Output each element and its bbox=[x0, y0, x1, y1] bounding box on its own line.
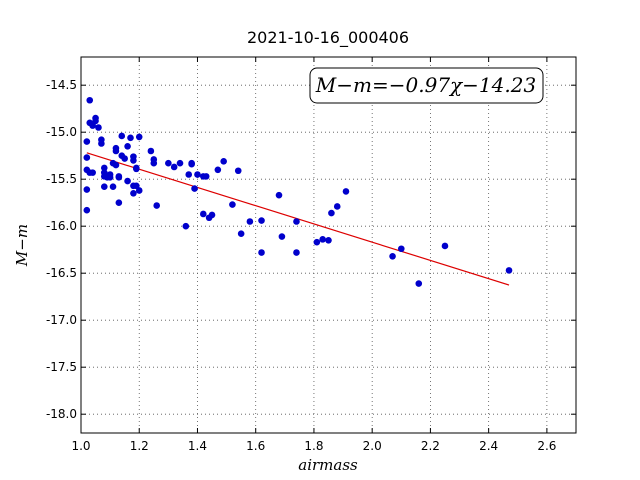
data-point bbox=[124, 143, 131, 150]
data-point bbox=[202, 173, 210, 180]
data-point bbox=[86, 119, 94, 127]
data-points bbox=[83, 96, 513, 287]
data-point bbox=[176, 159, 184, 167]
data-point bbox=[313, 238, 321, 246]
data-point bbox=[135, 187, 143, 194]
data-point bbox=[127, 134, 134, 142]
plot-frame bbox=[80, 56, 577, 434]
data-point bbox=[83, 138, 91, 145]
data-point bbox=[118, 152, 126, 159]
x-tick-label: 2.4 bbox=[479, 439, 498, 453]
data-point bbox=[170, 163, 178, 171]
data-point bbox=[278, 233, 286, 240]
y-tick-label: -17.0 bbox=[46, 313, 77, 327]
data-point bbox=[89, 169, 96, 176]
data-point bbox=[246, 218, 254, 225]
data-point bbox=[389, 252, 396, 260]
data-point bbox=[258, 217, 265, 224]
x-tick-label: 1.4 bbox=[188, 439, 207, 453]
data-point bbox=[106, 174, 114, 181]
data-point bbox=[135, 133, 143, 141]
equation-text: M−m=−0.97χ−14.23 bbox=[315, 73, 536, 97]
data-point bbox=[191, 185, 198, 192]
data-point bbox=[397, 245, 405, 253]
data-point bbox=[153, 202, 161, 209]
data-point bbox=[124, 177, 131, 185]
x-axis-ticks: 1.0 1.2 1.4 1.6 1.8 2.0 2.2 2.4 2.6 bbox=[71, 57, 556, 453]
data-point bbox=[112, 161, 120, 169]
data-point bbox=[415, 280, 423, 287]
data-point bbox=[237, 230, 245, 238]
data-point bbox=[150, 159, 158, 167]
data-point bbox=[234, 167, 242, 175]
data-point bbox=[115, 199, 123, 206]
data-point bbox=[182, 222, 190, 230]
data-point bbox=[118, 132, 126, 140]
data-point bbox=[293, 249, 300, 256]
data-point bbox=[293, 218, 300, 225]
x-tick-label: 1.2 bbox=[130, 439, 149, 453]
data-point bbox=[328, 209, 335, 217]
data-point bbox=[130, 190, 137, 197]
data-point bbox=[214, 166, 222, 174]
data-point bbox=[194, 171, 201, 178]
data-point bbox=[147, 147, 155, 155]
data-point bbox=[275, 191, 283, 199]
equation-box: M−m=−0.97χ−14.23 bbox=[309, 67, 544, 104]
y-axis-label: M−m bbox=[13, 224, 31, 267]
data-point bbox=[83, 186, 91, 193]
data-point bbox=[342, 188, 350, 195]
grid-lines bbox=[80, 57, 576, 433]
data-point bbox=[112, 147, 120, 155]
data-point bbox=[133, 165, 140, 173]
data-point bbox=[441, 242, 449, 250]
data-point bbox=[100, 164, 108, 172]
data-point bbox=[83, 154, 91, 161]
data-point bbox=[185, 171, 193, 178]
data-point bbox=[165, 159, 172, 167]
data-point bbox=[83, 166, 91, 174]
data-point bbox=[92, 114, 99, 122]
data-point bbox=[133, 182, 140, 190]
y-tick-label: -16.0 bbox=[46, 219, 77, 233]
data-point bbox=[109, 183, 117, 191]
x-tick-label: 1.8 bbox=[304, 439, 323, 453]
y-tick-label: -15.5 bbox=[46, 172, 77, 186]
y-tick-label: -15.0 bbox=[46, 125, 77, 139]
y-axis-ticks: -14.5 -15.0 -15.5 -16.0 -16.5 -17.0 -17.5 -18.0 bbox=[46, 78, 576, 421]
x-tick-label: 1.6 bbox=[246, 439, 265, 453]
data-point bbox=[333, 203, 341, 210]
data-point bbox=[220, 158, 227, 165]
data-point bbox=[208, 211, 216, 219]
y-tick-label: -18.0 bbox=[46, 407, 77, 421]
data-point bbox=[86, 96, 94, 104]
y-tick-label: -17.5 bbox=[46, 360, 77, 374]
x-tick-label: 2.2 bbox=[421, 439, 440, 453]
data-point bbox=[83, 206, 91, 214]
data-point bbox=[98, 140, 105, 147]
data-point bbox=[229, 201, 236, 208]
data-point bbox=[188, 159, 195, 167]
data-point bbox=[319, 236, 326, 243]
data-point bbox=[95, 124, 102, 131]
data-point bbox=[258, 249, 265, 256]
x-tick-label: 1.0 bbox=[71, 439, 90, 453]
data-point bbox=[325, 237, 332, 244]
data-point bbox=[199, 210, 207, 218]
x-tick-label: 2.0 bbox=[363, 439, 382, 453]
x-tick-label: 2.6 bbox=[537, 439, 556, 453]
chart-title: 2021-10-16_000406 bbox=[247, 28, 409, 48]
data-point bbox=[115, 173, 123, 180]
y-tick-label: -16.5 bbox=[46, 266, 77, 280]
y-tick-label: -14.5 bbox=[46, 78, 77, 92]
data-point bbox=[505, 267, 513, 274]
x-axis-label: airmass bbox=[298, 456, 358, 474]
data-point bbox=[100, 183, 108, 191]
data-point bbox=[130, 157, 137, 164]
